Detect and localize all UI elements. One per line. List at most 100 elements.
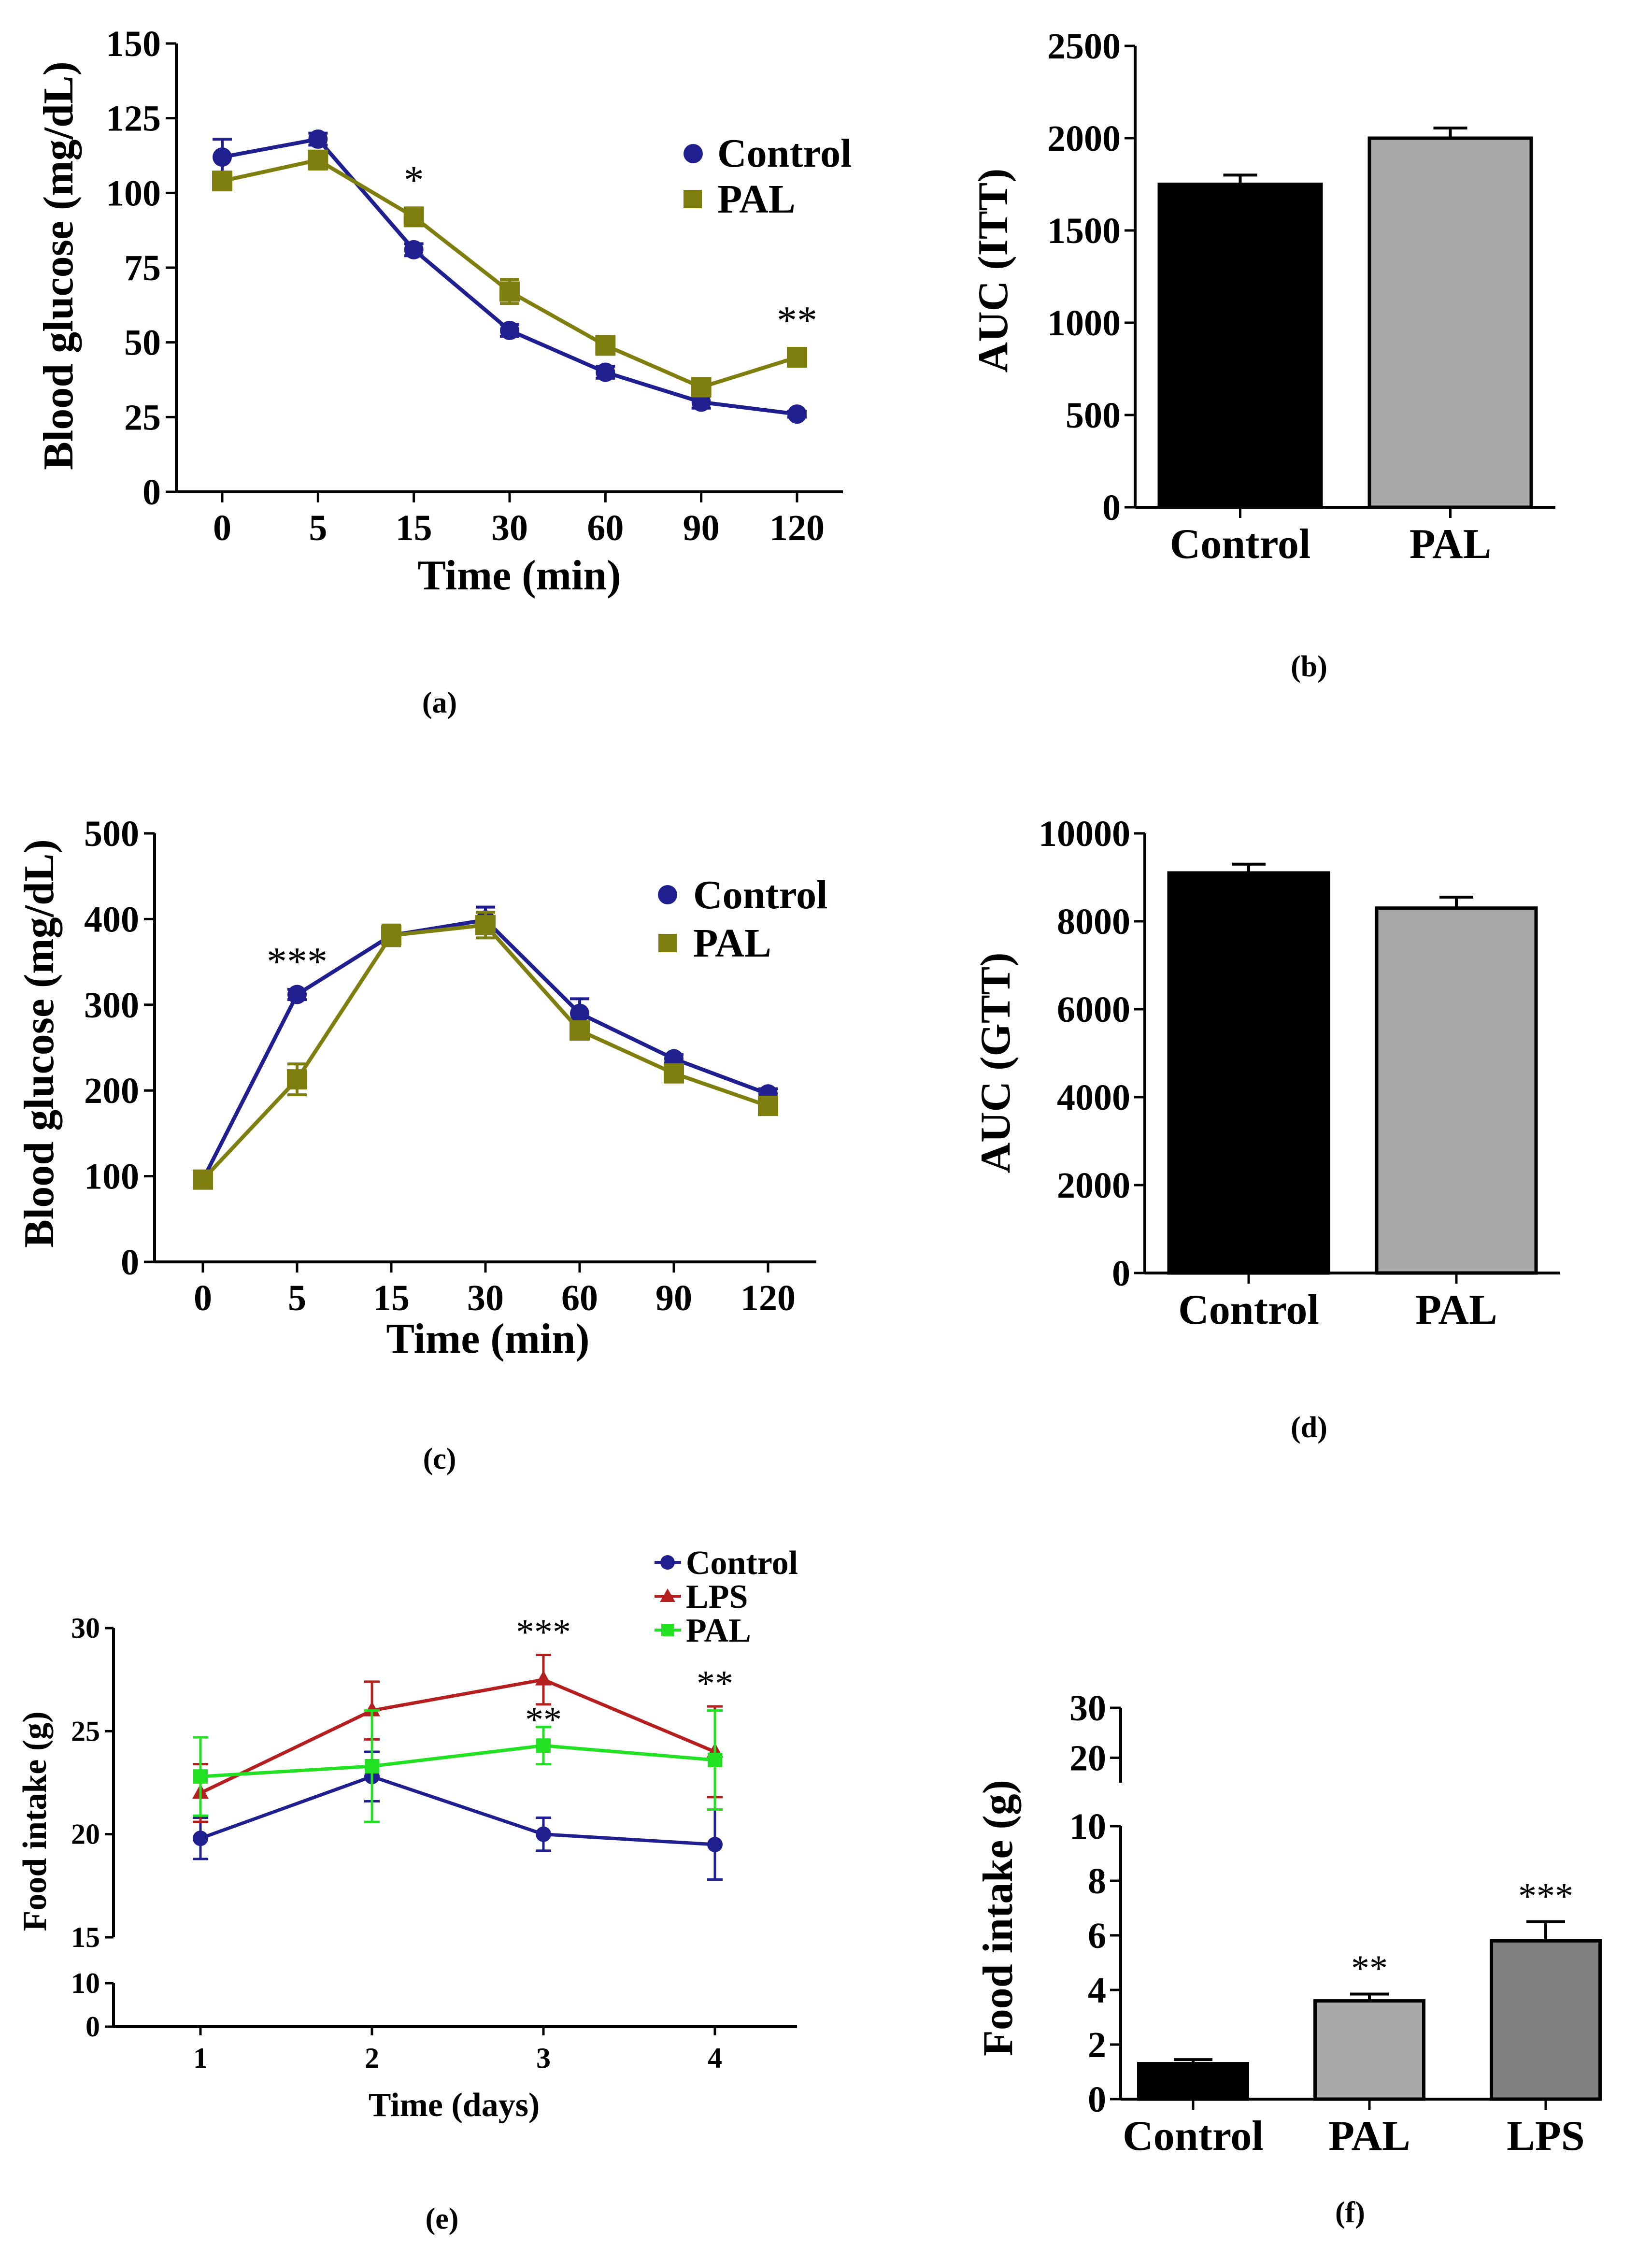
x-tick-label: 5 [288,1278,306,1318]
significance-marker: ** [525,1700,562,1740]
series-line-pal [222,158,798,389]
y-tick-label: 20 [71,1818,100,1850]
data-point-pal [708,1753,722,1768]
legend-marker-control [684,144,703,163]
bar-pal [1367,136,1533,509]
y-tick-label: 4 [1088,1970,1106,2011]
x-tick-label: 90 [683,508,720,548]
x-tick-label: 2 [365,2042,379,2074]
legend-label-pal: PAL [693,921,771,966]
data-point-pal [536,1738,551,1753]
panel-a-xlabel: Time (min) [417,552,621,599]
x-tick-label: Control [1178,1287,1319,1333]
panel-b-label: (b) [1291,650,1327,683]
y-tick-label: 125 [106,99,161,139]
x-tick-label: 15 [396,508,432,548]
y-tick-label: 400 [84,899,139,940]
x-tick-label: 90 [655,1278,692,1318]
y-tick-label: 0 [85,2011,100,2043]
panel-f-chart: Food intake (g) (f) 20 30 0 2 4 6 8 10 Control PA… [975,1688,1602,2229]
x-tick-label: PAL [1328,2113,1410,2160]
x-tick-label: 30 [491,508,528,548]
panel-c-chart: Blood glucose (mg/dL) Time (min) Control… [16,814,827,1475]
data-point-control [787,404,807,424]
y-tick-label: 4000 [1057,1077,1130,1118]
data-point-lps [535,1670,552,1686]
panel-e-ylabel: Food intake (g) [16,1712,54,1931]
legend-label-control: Control [686,1545,798,1582]
legend-marker-pal [658,934,677,952]
legend-marker-control [660,1555,675,1570]
y-tick-label: 20 [1069,1738,1106,1778]
y-tick-label: 200 [84,1071,139,1111]
y-tick-label: 0 [1102,487,1121,528]
x-tick-label: 120 [769,508,825,548]
legend-label-pal: PAL [686,1612,751,1649]
data-point-control [536,1826,551,1842]
y-tick-label: 10000 [1039,814,1130,854]
panel-d-ylabel: AUC (GTT) [972,952,1019,1173]
x-tick-label: 0 [194,1278,212,1318]
panel-c-xlabel: Time (min) [386,1316,589,1362]
panel-b-ylabel: AUC (ITT) [970,169,1017,373]
data-point-lps [364,1701,380,1717]
panel-a-chart: Blood glucose (mg/dL) Time (min) Control… [35,24,852,719]
data-point-pal [193,1169,213,1190]
bar-pal [1375,906,1538,1275]
x-tick-label: 3 [536,2042,551,2074]
data-point-pal [287,1069,307,1090]
panel-f-ylabel: Food intake (g) [975,1780,1022,2056]
x-tick-label: 15 [373,1278,410,1318]
data-point-control [193,1831,208,1846]
panel-e-legend: Control LPS PAL [655,1545,798,1649]
panel-c-ylabel: Blood glucose (mg/dL) [16,839,63,1248]
y-tick-label: 15 [71,1921,100,1953]
x-tick-label: PAL [1415,1287,1497,1333]
y-tick-label: 500 [84,814,139,854]
y-tick-label: 500 [1066,395,1121,436]
significance-marker: *** [516,1612,571,1652]
legend-label-control: Control [693,873,827,917]
significance-marker: *** [267,939,328,984]
data-point-pal [381,925,401,946]
y-tick-label: 1500 [1047,211,1121,251]
data-point-pal [499,281,520,302]
y-tick-label: 0 [121,1242,139,1283]
panel-f-label: (f) [1335,2196,1365,2229]
data-point-pal [758,1096,778,1116]
x-tick-label: 1 [193,2042,208,2074]
data-point-pal [595,335,616,356]
data-point-pal [787,347,807,368]
panel-c-legend: Control PAL [658,873,827,966]
x-tick-label: 60 [561,1278,598,1318]
y-tick-label: 75 [124,248,161,288]
significance-marker: *** [1518,1876,1573,1917]
legend-label-pal: PAL [717,177,796,222]
data-point-pal [570,1020,590,1041]
x-tick-label: 120 [741,1278,796,1318]
y-tick-label: 300 [84,985,139,1026]
data-point-control [213,147,232,167]
panel-d-chart: AUC (GTT) (d) 0 2000 4000 6000 8000 10000 Cont… [972,814,1560,1444]
y-tick-label: 0 [1112,1253,1130,1294]
legend-label-lps: LPS [686,1578,748,1616]
panel-a-legend: Control PAL [684,131,852,222]
y-tick-label: 2000 [1047,118,1121,159]
data-point-control [500,320,519,340]
data-point-control [287,985,307,1004]
y-tick-label: 2000 [1057,1165,1130,1206]
x-tick-label: PAL [1410,521,1491,568]
y-tick-label: 25 [124,397,161,438]
data-point-pal [193,1769,208,1784]
x-tick-label: 60 [587,508,624,548]
y-tick-label: 2 [1088,2025,1106,2065]
y-tick-label: 30 [1069,1688,1106,1729]
legend-marker-control [658,885,677,904]
y-tick-label: 150 [106,24,161,64]
y-tick-label: 10 [1069,1806,1106,1847]
data-point-control [596,362,615,382]
series-line-lps [199,1678,716,1795]
y-tick-label: 100 [84,1157,139,1197]
y-tick-label: 0 [1088,2079,1106,2120]
